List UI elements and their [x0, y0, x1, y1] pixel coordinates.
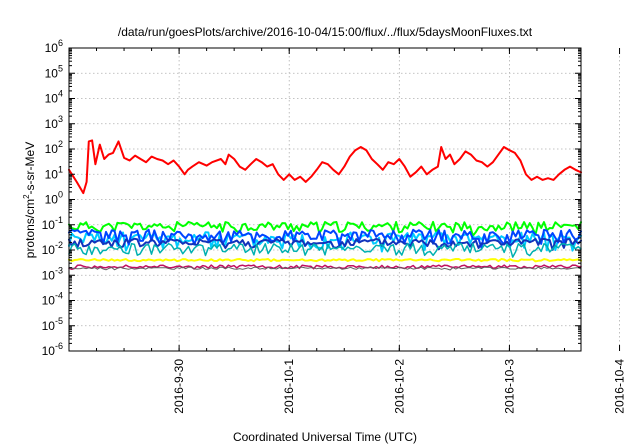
x-axis-label: Coordinated Universal Time (UTC) — [233, 430, 417, 444]
y-tick-label: 103 — [45, 114, 63, 131]
x-axis-ticks: 2016-9-30 2016-10-1 2016-10-2 2016-10-3 2016… — [68, 48, 627, 414]
series-line-7 — [68, 258, 582, 263]
y-tick-label: 101 — [45, 164, 63, 181]
series-line-5 — [68, 237, 582, 251]
y-tick-label: 100 — [45, 190, 63, 207]
y-axis-label: protons/cm2-s-sr-MeV — [22, 142, 37, 258]
x-tick-label: 2016-10-2 — [392, 359, 406, 414]
grid — [69, 48, 620, 351]
x-tick-label: 2016-10-1 — [282, 359, 296, 414]
y-tick-label: 10-3 — [42, 265, 63, 282]
series-line-9 — [68, 266, 582, 271]
x-tick-label: 2016-9-30 — [172, 359, 186, 414]
y-axis-label-exponent: 2 — [22, 194, 31, 199]
series-line-4 — [68, 228, 582, 249]
y-tick-label: 102 — [45, 139, 63, 156]
y-axis-ticks: 10-6 10-5 10-4 10-3 10-2 10-1 100 101 102 103 104 1… — [42, 38, 581, 358]
series-line-8 — [68, 264, 582, 271]
y-tick-label: 10-4 — [42, 291, 63, 308]
series-line-6 — [68, 242, 582, 258]
y-axis-label-main: protons/cm — [23, 199, 37, 258]
chart-title: /data/run/goesPlots/archive/2016-10-04/1… — [118, 25, 533, 39]
y-tick-label: 105 — [45, 63, 63, 80]
y-tick-label: 10-6 — [42, 341, 63, 358]
y-tick-label: 10-5 — [42, 316, 63, 333]
series-lines — [68, 139, 582, 271]
y-axis-label-unit: -s-sr-MeV — [23, 142, 37, 195]
x-tick-label: 2016-10-4 — [613, 359, 627, 414]
y-tick-label: 106 — [45, 38, 63, 55]
series-line-1 — [68, 139, 582, 195]
x-tick-label: 2016-10-3 — [502, 359, 516, 414]
series-line-2 — [68, 220, 582, 237]
y-tick-label: 104 — [45, 89, 63, 106]
y-tick-label: 10-2 — [42, 240, 63, 257]
y-tick-label: 10-1 — [42, 215, 63, 232]
